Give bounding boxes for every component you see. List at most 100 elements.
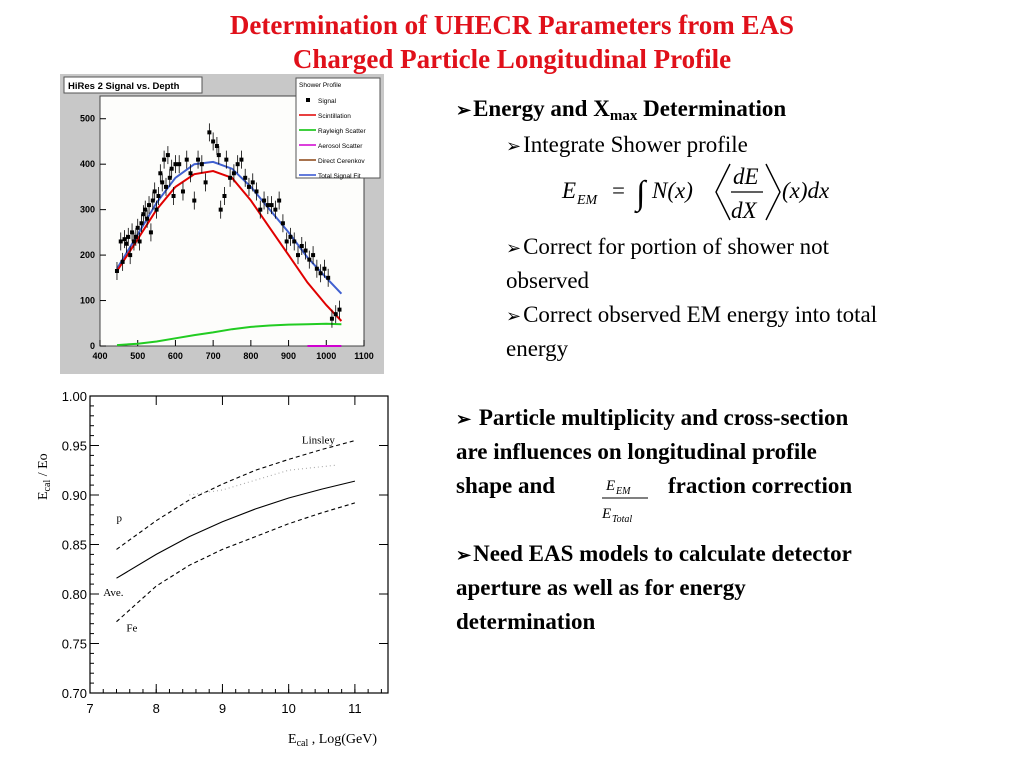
bullet-correct-portion: ➢Correct for portion of shower not: [506, 234, 830, 259]
hires-signal-point: [284, 239, 289, 244]
arrow-bullet-icon: ➢: [456, 409, 472, 429]
hires-signal-point: [277, 198, 282, 203]
hires-signal-point: [188, 171, 193, 176]
hires-legend-label: Direct Cerenkov: [318, 158, 365, 165]
hires-signal-point: [199, 162, 204, 167]
hires-signal-point: [196, 157, 201, 162]
hires-y-tick-label: 300: [80, 205, 95, 215]
hires-signal-point: [288, 234, 293, 239]
hires-signal-point: [158, 171, 163, 176]
sim-y-axis-label: Ecal / Eo: [36, 453, 53, 500]
hires-signal-point: [156, 194, 161, 198]
hires-signal-point: [162, 157, 167, 162]
hires-x-tick-label: 1100: [354, 351, 374, 361]
hires-signal-point: [169, 166, 174, 171]
eq-equals: =: [612, 178, 625, 203]
hires-signal-point: [243, 175, 248, 180]
eq-den: dX: [731, 198, 758, 223]
hires-signal-point: [128, 253, 133, 258]
hires-signal-point: [137, 239, 142, 244]
eq-integral: ∫: [634, 175, 648, 214]
eq-lhs-sub: EM: [576, 193, 599, 208]
sim-x-tick-label: 7: [86, 701, 93, 716]
bullet-correct-portion-cont: observed: [506, 268, 590, 293]
hires-legend-title: Shower Profile: [299, 82, 342, 89]
hires-chart-svg: HiRes 2 Signal vs. Depth 0 100 200 300 400 500…: [63, 76, 381, 361]
energy-correction-chart: 0.70 0.75 0.80 0.85 0.90 0.95 1.00 7 8 9 10 11 Linsl…: [30, 388, 392, 758]
frac-num: E: [605, 478, 615, 494]
arrow-bullet-icon: ➢: [456, 100, 472, 120]
hires-signal-point: [131, 239, 136, 244]
hires-signal-point: [318, 271, 323, 276]
hires-signal-point: [273, 207, 278, 212]
frac-den-sub: Total: [612, 514, 632, 525]
bullet-integrate: ➢Integrate Shower profile: [506, 132, 748, 157]
hires-signal-point: [299, 244, 304, 248]
eq-lhs: E: [561, 178, 576, 203]
hires-signal-point: [216, 153, 221, 158]
eq-n-of-x: N(x): [651, 178, 693, 203]
hires-signal-point: [152, 189, 157, 194]
hires-signal-point: [139, 221, 144, 226]
energy-integral-equation: E EM = ∫ N(x) dE dX (x)dx: [561, 163, 830, 223]
hires-signal-point: [265, 203, 270, 208]
hires-signal-point: [224, 157, 229, 162]
hires-signal-point: [145, 216, 150, 221]
hires-y-tick-label: 200: [80, 250, 95, 260]
hires-y-tick-label: 400: [80, 159, 95, 169]
bullet-need-models: ➢Need EAS models to calculate detector: [456, 541, 852, 566]
hires-signal-point: [333, 312, 338, 317]
hires-y-tick-label: 500: [80, 114, 95, 124]
hires-y-tick-label: 100: [80, 296, 95, 306]
hires-signal-point: [262, 198, 267, 203]
hires-signal-point: [254, 189, 259, 194]
frac-den: E: [601, 506, 611, 522]
title-line-1: Determination of UHECR Parameters from E…: [229, 10, 795, 40]
em-total-fraction: E EM E Total: [601, 478, 648, 525]
hires-signal-point: [148, 230, 153, 235]
hires-signal-point: [222, 194, 227, 198]
hires-signal-point: [177, 162, 182, 167]
hires-rayleigh-line: [116, 322, 342, 347]
hires-signal-point: [150, 198, 155, 203]
bullet-particle-3-post: fraction correction: [668, 473, 853, 498]
hires-y-tick-label: 0: [90, 341, 95, 351]
hires-x-tick-label: 600: [168, 351, 183, 361]
hires-signal-point: [211, 139, 216, 144]
sim-y-tick-label: 0.85: [62, 538, 87, 553]
slide-title: Determination of UHECR Parameters from E…: [0, 8, 1024, 76]
hires-signal-point: [258, 207, 263, 212]
eq-num: dE: [733, 164, 759, 189]
bullet-particle-2: are influences on longitudinal profile: [456, 439, 817, 464]
hires-signal-point: [292, 239, 297, 244]
hires-title-box: [63, 76, 203, 94]
hires-x-tick-label: 900: [281, 351, 296, 361]
hires-x-tick-label: 400: [92, 351, 107, 361]
sim-plot-frame: [89, 395, 389, 694]
bullet-correct-em-cont: energy: [506, 336, 569, 361]
sim-y-tick-label: 1.00: [62, 389, 87, 404]
sim-y-tick-label: 0.70: [62, 686, 87, 701]
hires-signal-point: [311, 253, 316, 258]
sim-y-tick-label: 0.90: [62, 488, 87, 503]
sim-x-tick-label: 9: [219, 701, 226, 716]
hires-signal-point: [203, 180, 208, 185]
hires-signal-point: [228, 175, 233, 180]
hires-signal-point: [118, 239, 123, 244]
hires-signal-point: [114, 269, 119, 273]
arrow-bullet-icon: ➢: [456, 545, 472, 565]
hires-signal-point: [303, 248, 308, 253]
arrow-bullet-icon: ➢: [506, 306, 522, 326]
sim-y-tick-label: 0.75: [62, 637, 87, 652]
arrow-bullet-icon: ➢: [506, 136, 522, 156]
hires-signal-point: [154, 207, 159, 212]
sim-curve-label: Ave.: [103, 587, 124, 599]
sim-x-tick-label: 11: [348, 701, 362, 716]
arrow-bullet-icon: ➢: [506, 238, 522, 258]
bullet-need-models-3: determination: [456, 609, 596, 634]
hires-signal-point: [337, 307, 342, 312]
hires-signal-point: [250, 180, 255, 185]
sim-curve-label: Linsley: [302, 435, 335, 447]
hires-legend-label: Scintillation: [318, 113, 351, 120]
hires-x-tick-label: 800: [243, 351, 258, 361]
